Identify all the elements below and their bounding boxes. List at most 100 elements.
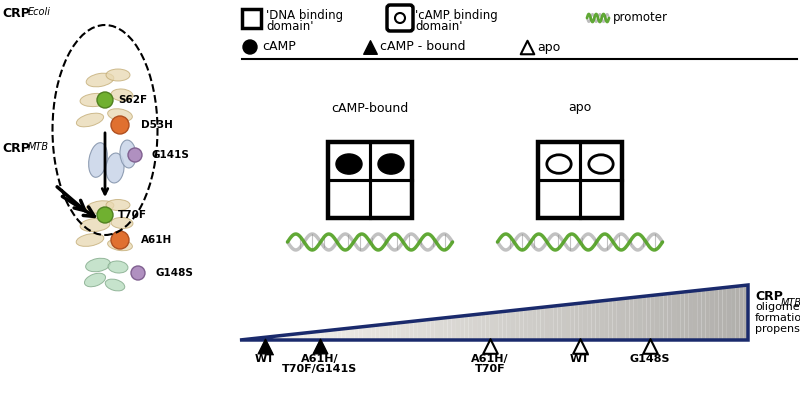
- Circle shape: [111, 116, 129, 134]
- Point: [314, 343, 326, 349]
- Polygon shape: [367, 326, 371, 340]
- Polygon shape: [278, 336, 282, 340]
- Polygon shape: [434, 318, 439, 340]
- Polygon shape: [422, 320, 426, 340]
- Polygon shape: [562, 304, 566, 340]
- Polygon shape: [380, 324, 384, 340]
- Polygon shape: [392, 323, 397, 340]
- Text: S62F: S62F: [118, 95, 147, 105]
- Polygon shape: [303, 333, 308, 340]
- Polygon shape: [447, 317, 452, 340]
- Polygon shape: [426, 319, 430, 340]
- Polygon shape: [727, 287, 731, 340]
- Polygon shape: [663, 294, 667, 340]
- Polygon shape: [240, 339, 244, 340]
- Ellipse shape: [85, 273, 106, 287]
- Text: cAMP - bound: cAMP - bound: [380, 40, 466, 53]
- Polygon shape: [401, 322, 405, 340]
- Polygon shape: [473, 314, 477, 340]
- Polygon shape: [295, 333, 299, 340]
- Polygon shape: [710, 289, 714, 340]
- Polygon shape: [591, 302, 595, 340]
- Ellipse shape: [589, 155, 613, 173]
- FancyBboxPatch shape: [387, 5, 413, 31]
- Ellipse shape: [106, 153, 124, 183]
- Text: domain': domain': [415, 21, 462, 34]
- Text: apo: apo: [568, 102, 592, 115]
- Polygon shape: [312, 332, 316, 340]
- Polygon shape: [595, 301, 600, 340]
- Polygon shape: [646, 296, 650, 340]
- Polygon shape: [608, 299, 613, 340]
- Polygon shape: [621, 298, 626, 340]
- Circle shape: [131, 266, 145, 280]
- Polygon shape: [613, 299, 617, 340]
- Polygon shape: [282, 335, 286, 340]
- Text: formation: formation: [755, 313, 800, 323]
- Polygon shape: [452, 317, 456, 340]
- Polygon shape: [342, 328, 346, 340]
- Polygon shape: [511, 310, 515, 340]
- Ellipse shape: [80, 93, 110, 107]
- Polygon shape: [519, 309, 524, 340]
- Polygon shape: [570, 304, 574, 340]
- Point: [643, 343, 656, 349]
- Polygon shape: [698, 290, 702, 340]
- Polygon shape: [358, 327, 362, 340]
- Ellipse shape: [120, 140, 136, 168]
- Polygon shape: [274, 336, 278, 340]
- Bar: [242, 9, 261, 28]
- Polygon shape: [536, 307, 541, 340]
- Polygon shape: [604, 300, 608, 340]
- Point: [363, 44, 377, 50]
- Text: Ecoli: Ecoli: [28, 7, 51, 17]
- Polygon shape: [346, 328, 350, 340]
- Polygon shape: [270, 336, 274, 340]
- Ellipse shape: [76, 113, 104, 127]
- Ellipse shape: [106, 69, 130, 81]
- Polygon shape: [731, 286, 735, 340]
- FancyBboxPatch shape: [538, 142, 622, 218]
- Ellipse shape: [86, 258, 110, 272]
- Ellipse shape: [86, 201, 114, 213]
- Polygon shape: [249, 339, 253, 340]
- Polygon shape: [338, 329, 342, 340]
- Polygon shape: [672, 293, 676, 340]
- Polygon shape: [443, 318, 447, 340]
- Polygon shape: [532, 308, 536, 340]
- Ellipse shape: [106, 279, 125, 291]
- Polygon shape: [735, 286, 739, 340]
- Ellipse shape: [378, 154, 404, 174]
- Polygon shape: [410, 321, 414, 340]
- Polygon shape: [405, 322, 410, 340]
- Polygon shape: [384, 324, 388, 340]
- Text: domain': domain': [266, 21, 314, 34]
- Polygon shape: [375, 325, 380, 340]
- Text: 'DNA binding: 'DNA binding: [266, 10, 343, 23]
- Polygon shape: [397, 323, 401, 340]
- Circle shape: [128, 148, 142, 162]
- Text: T70F: T70F: [118, 210, 147, 220]
- Polygon shape: [498, 312, 502, 340]
- Polygon shape: [638, 297, 642, 340]
- Ellipse shape: [111, 89, 133, 101]
- Circle shape: [97, 207, 113, 223]
- Polygon shape: [439, 318, 443, 340]
- Point: [574, 343, 586, 349]
- Polygon shape: [689, 291, 693, 340]
- Polygon shape: [744, 285, 748, 340]
- Polygon shape: [253, 338, 257, 340]
- Text: A61H: A61H: [141, 235, 172, 245]
- Polygon shape: [329, 330, 333, 340]
- Polygon shape: [299, 333, 303, 340]
- Polygon shape: [626, 298, 630, 340]
- Polygon shape: [486, 313, 490, 340]
- Polygon shape: [528, 308, 532, 340]
- Polygon shape: [460, 316, 464, 340]
- Polygon shape: [600, 301, 604, 340]
- Polygon shape: [583, 302, 587, 340]
- Polygon shape: [506, 311, 511, 340]
- Ellipse shape: [108, 109, 132, 121]
- Polygon shape: [650, 295, 655, 340]
- Text: G148S: G148S: [155, 268, 193, 278]
